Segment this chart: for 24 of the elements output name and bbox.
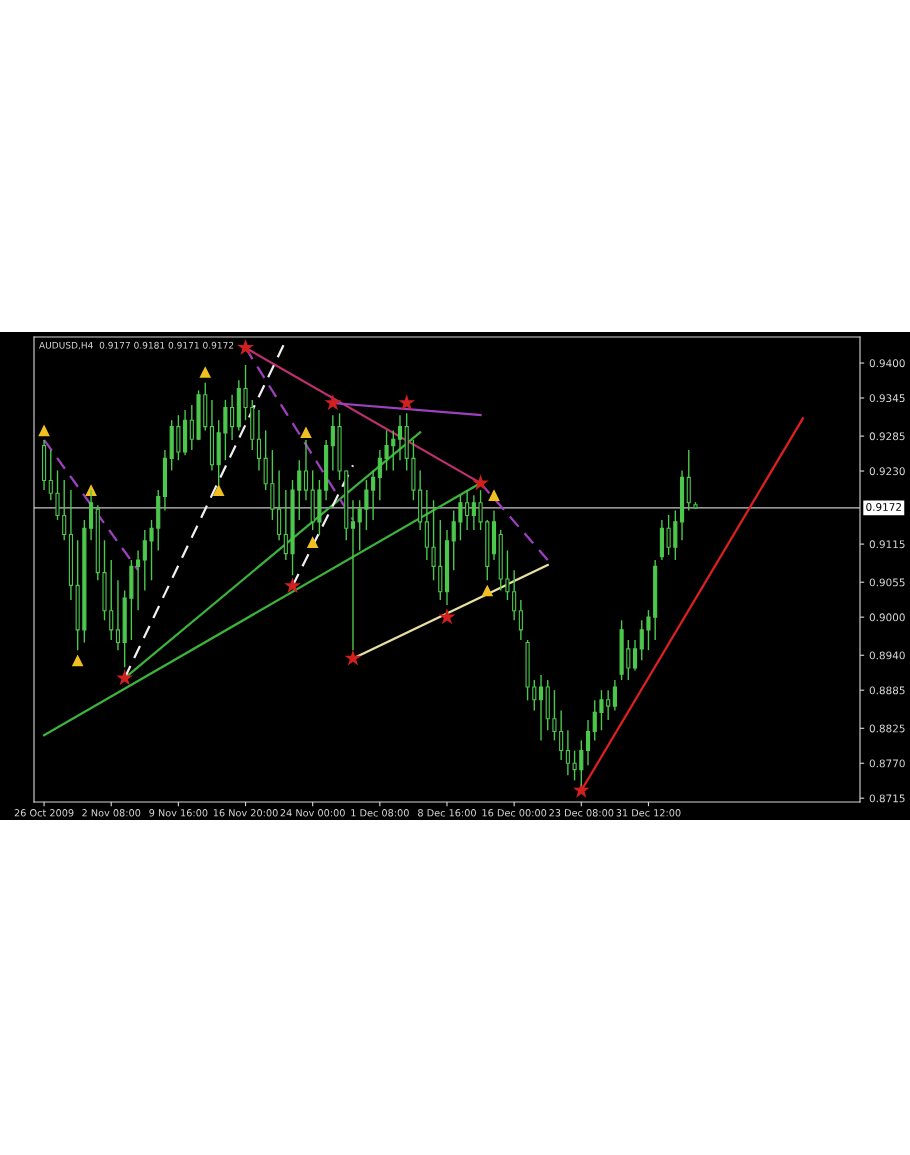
y-tick-label: 0.8825: [869, 724, 905, 733]
x-tick-label: 9 Nov 16:00: [149, 809, 208, 817]
y-tick-label: 0.8940: [869, 651, 905, 660]
y-tick-label: 0.8770: [869, 759, 905, 768]
y-tick-label: 0.8885: [869, 686, 905, 695]
x-tick-label: 26 Oct 2009: [14, 809, 74, 817]
x-tick-label: 16 Nov 20:00: [213, 809, 278, 817]
x-tick-label: 2 Nov 08:00: [82, 809, 141, 817]
x-tick-label: 24 Nov 00:00: [280, 809, 345, 817]
y-tick-label: 0.9055: [869, 578, 905, 587]
chart-title: AUDUSD,H4 0.9177 0.9181 0.9171 0.9172: [39, 341, 234, 350]
y-tick-label: 0.9400: [869, 359, 905, 368]
x-tick-label: 1 Dec 08:00: [351, 809, 409, 817]
x-tick-label: 8 Dec 16:00: [418, 809, 476, 817]
y-tick-label: 0.9345: [869, 394, 905, 403]
x-tick-label: 31 Dec 12:00: [616, 809, 681, 817]
y-tick-label: 0.8715: [869, 794, 905, 803]
ref-line-label: 0.9172: [866, 503, 901, 511]
y-tick-label: 0.9115: [869, 540, 905, 549]
x-tick-label: 16 Dec 00:00: [482, 809, 547, 817]
y-tick-label: 0.9230: [869, 467, 905, 476]
y-tick-label: 0.9000: [869, 613, 905, 622]
x-tick-label: 23 Dec 08:00: [549, 809, 614, 817]
y-tick-label: 0.9285: [869, 432, 905, 441]
